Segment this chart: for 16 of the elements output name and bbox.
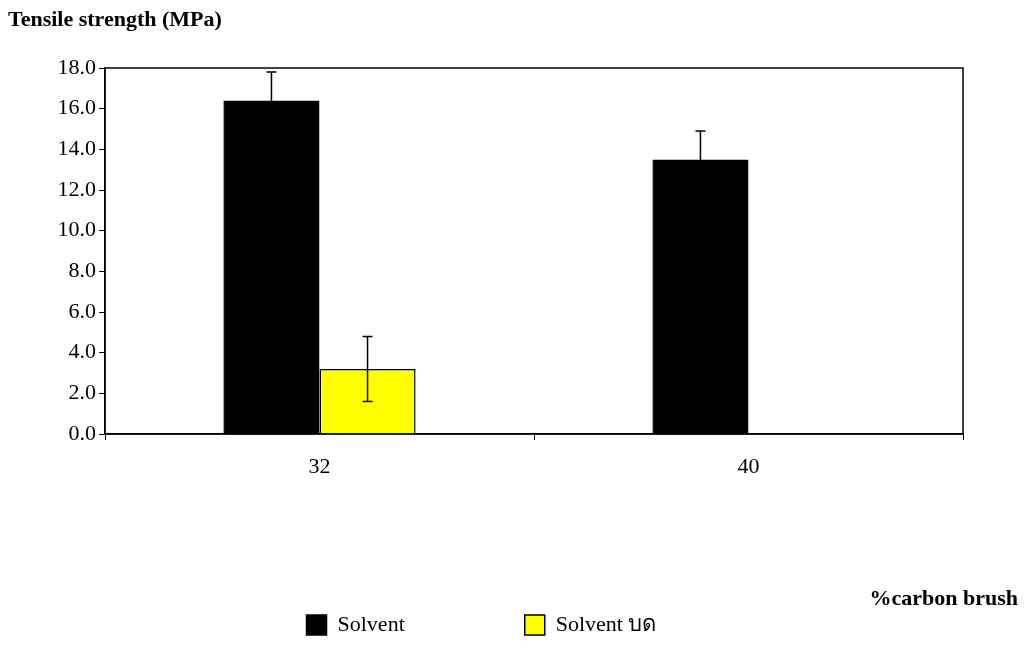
- y-tick-label: 4.0: [68, 338, 96, 364]
- y-tick-label: 6.0: [68, 297, 96, 323]
- y-tick-label: 0.0: [68, 419, 96, 445]
- y-tick-label: 8.0: [68, 257, 96, 283]
- y-tick-label: 10.0: [57, 216, 96, 242]
- x-tick-label: 40: [737, 452, 760, 478]
- y-axis-title: Tensile strength (MPa): [8, 5, 222, 31]
- x-tick-label: 32: [308, 452, 331, 478]
- legend-label: Solvent: [337, 610, 405, 636]
- legend-label: Solvent บด: [555, 610, 657, 636]
- y-tick-label: 2.0: [68, 379, 96, 405]
- y-tick-label: 12.0: [57, 175, 96, 201]
- y-tick-label: 16.0: [57, 94, 96, 120]
- y-tick-label: 14.0: [57, 135, 96, 161]
- y-tick-label: 18.0: [57, 53, 96, 79]
- x-axis-title: %carbon brush: [869, 584, 1018, 610]
